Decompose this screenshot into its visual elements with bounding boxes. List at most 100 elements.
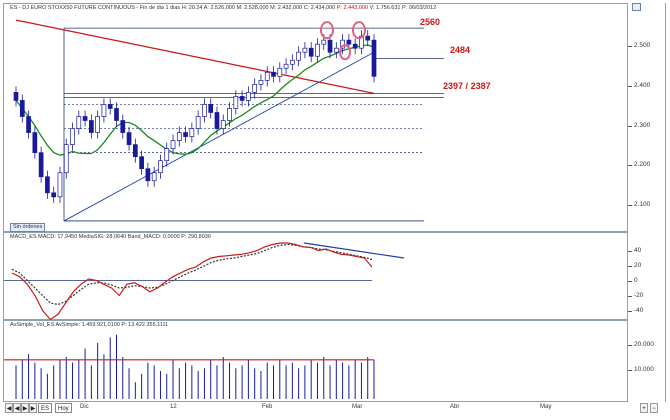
volume-axis: 20.000 10.000 [628,320,666,402]
candle-body [208,104,214,113]
date-label: P: 06/03/2012 [402,5,437,11]
candle-body [26,116,31,133]
volume-label: V: 1.756.631 [369,5,401,11]
level-2397-2387-label: 2397 / 2387 [443,81,491,91]
period-label: Fin de dia 1 dias [139,5,181,11]
zoom-out-button[interactable]: − [650,403,658,413]
candle-body [252,84,258,93]
candle-body [139,156,144,170]
last-label: P: 2.443,000 [336,5,368,11]
candle-body [120,120,126,133]
candle-body [359,35,364,49]
candle-body [82,116,88,121]
macd-pane[interactable]: MACD_ES MACD: 17,9450 MediaSIG: 28,0640 … [3,232,629,321]
candle-body [202,104,207,117]
candle-body [126,132,132,145]
price-tick: 2.400 [627,82,651,89]
sma-green-line [15,44,375,156]
macd-tick: 40 [627,247,642,254]
scroll-right-button-2[interactable]: ▶ [29,403,37,413]
price-tick: 2.200 [627,161,651,168]
volume-name: AvSimple_Vol_ES [10,322,55,328]
zoom-in-button[interactable]: + [640,403,648,413]
candle-body [132,144,138,158]
macd-axis: 40 20 0 -20 -40 [627,232,666,320]
price-header: ES - DJ EURO STOXX50 FUTURE CONTINUOUS -… [10,5,437,11]
volume-p: P: 13.422.355,1111 [121,322,169,328]
x-label-feb: Feb [262,404,273,410]
volume-pane[interactable]: AvSimple_Vol_ES AvSimple: 1.459.921,0100… [3,320,628,402]
candle-body [239,96,245,101]
sin-ordenes-button[interactable]: Sin órdenes [10,223,46,232]
candle-body [220,120,226,129]
macd-line [11,242,373,321]
macd-value: MACD: 17,9450 [38,234,78,240]
candle-body [308,47,314,57]
candle-body [95,116,100,133]
candle-body [70,128,75,145]
volume-plot[interactable] [4,321,629,403]
macd-name: MACD_ES [10,234,37,240]
macd-divergence-line [303,242,405,259]
x-label-dic: Dic [80,404,89,410]
candle-body [352,43,358,49]
candle-body [214,112,220,129]
candle-body [51,192,57,198]
scroll-left-button-2[interactable]: ◀ [13,403,21,413]
min-label: M: 2.432,000 [270,5,303,11]
candle-body [283,63,289,69]
macd-plot[interactable] [4,233,629,321]
macd-p-value: P: 290,8036 [181,234,211,240]
candle-body [158,160,163,174]
x-label-mar: Mar [352,404,363,410]
uptrend-line [63,51,375,222]
scroll-right-button[interactable]: ▶ [21,403,29,413]
tab-es[interactable]: ES [38,403,53,413]
volume-header: AvSimple_Vol_ES AvSimple: 1.459.921,0100… [10,322,168,328]
candle-body [296,51,301,61]
candle-body [327,39,333,53]
high-label: H: 20.24 [181,5,203,11]
price-plot[interactable] [4,4,629,233]
open-label: A: 2.526,000 [203,5,235,11]
candle-body [170,140,176,149]
macd-tick: -20 [627,292,644,299]
x-label-may: May [540,404,552,410]
scroll-left-button[interactable]: ◀ [5,403,13,413]
candle-body [176,132,182,141]
candle-body [13,92,19,101]
candle-body [76,116,82,129]
candle-body [101,104,107,117]
candle-body [38,152,44,178]
price-tick: 2.500 [627,42,651,49]
candle-body [302,47,308,53]
max-label: M: 2.528,000 [236,5,269,11]
candle-body [57,172,63,198]
candle-body [290,59,295,65]
volume-tick: 10.000 [628,366,654,373]
zoom-toggle-button[interactable] [632,3,641,11]
double-top-marker-2 [352,21,366,40]
double-top-marker-1 [320,21,334,40]
candle-body [340,39,345,49]
price-pane[interactable]: ES - DJ EURO STOXX50 FUTURE CONTINUOUS -… [3,3,628,232]
candle-body [183,132,188,137]
price-tick: 2.300 [627,122,651,129]
macd-signal-value: MediaSIG: 28,0640 [78,234,127,240]
tab-hoy[interactable]: Hoy [55,403,72,413]
candle-body [277,67,283,77]
candle-body [151,172,157,182]
candle-body [271,71,276,77]
macd-tick: -40 [627,307,644,314]
candle-body [114,108,119,121]
level-2484-label: 2484 [450,45,471,55]
candle-body [145,168,151,182]
volume-avsimple: AvSimple: 1.459.921,0100 [55,322,120,328]
candle-body [233,96,239,109]
x-label-12: 12 [170,404,177,410]
candle-body [19,100,25,117]
macd-signal-line [11,243,373,306]
macd-tick: 20 [627,262,642,269]
candle-body [246,92,251,101]
